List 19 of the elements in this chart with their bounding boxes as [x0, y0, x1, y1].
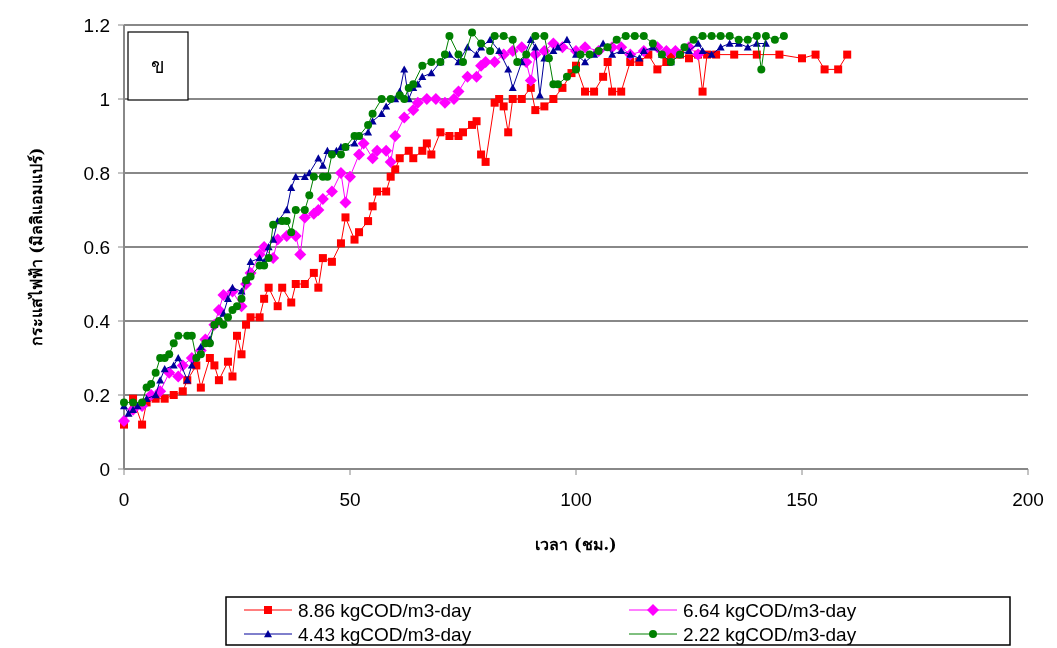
x-tick-label: 100 — [560, 489, 592, 510]
x-tick-label: 150 — [786, 489, 818, 510]
y-tick-label: 0.2 — [83, 384, 110, 406]
y-tick-label: 0 — [99, 458, 110, 480]
annotation: ข — [151, 54, 165, 78]
y-tick-label: 0.6 — [83, 236, 110, 258]
legend-label: 6.64 kgCOD/m3-day — [683, 599, 857, 621]
legend-label: 8.86 kgCOD/m3-day — [298, 599, 472, 621]
x-axis-title: เวลา (ชม.) — [535, 535, 617, 554]
x-tick-label: 50 — [339, 489, 361, 510]
legend-label: 2.22 kgCOD/m3-day — [683, 623, 857, 645]
legend-label: 4.43 kgCOD/m3-day — [298, 623, 472, 645]
x-tick-label: 200 — [1012, 489, 1044, 510]
y-tick-label: 1.2 — [83, 14, 110, 36]
y-axis-title: กระแสไฟฟ้า (มิลลิแอมแปร์) — [27, 147, 46, 347]
y-tick-label: 1 — [99, 88, 110, 110]
y-tick-label: 0.4 — [83, 310, 111, 332]
x-tick-label: 0 — [118, 489, 130, 510]
y-tick-label: 0.8 — [83, 162, 110, 184]
